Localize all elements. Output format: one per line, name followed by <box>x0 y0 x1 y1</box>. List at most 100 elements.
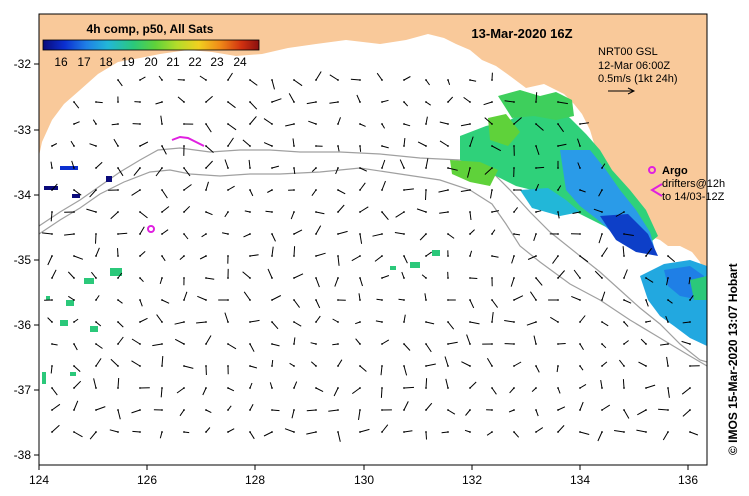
current-vector <box>491 299 499 308</box>
current-vector <box>469 229 475 235</box>
current-vector <box>205 95 213 103</box>
current-vector <box>359 277 363 287</box>
current-vector-origin <box>293 189 295 191</box>
current-vector <box>117 377 120 389</box>
current-vector-origin <box>667 409 669 411</box>
current-vector-origin <box>469 409 471 411</box>
colorbar-tick: 24 <box>233 55 247 69</box>
current-vector <box>557 123 565 133</box>
current-vector <box>337 189 346 195</box>
current-vector <box>199 75 207 81</box>
current-vector-origin <box>249 79 251 81</box>
current-vector <box>161 356 164 367</box>
current-vector-origin <box>161 409 163 411</box>
argo-float-track <box>171 135 205 147</box>
current-vector <box>394 232 405 235</box>
current-vector-origin <box>689 343 691 345</box>
current-vector <box>291 409 295 419</box>
current-vector-origin <box>161 189 163 191</box>
current-scale: 0.5m/s (1kt 24h) <box>598 73 677 85</box>
current-vector-origin <box>359 167 361 169</box>
current-vector <box>484 167 493 175</box>
current-vector <box>110 211 119 220</box>
current-vector-origin <box>271 189 273 191</box>
current-vector-origin <box>425 343 427 345</box>
current-vector-origin <box>535 277 537 279</box>
current-vector <box>306 431 317 435</box>
current-vector-origin <box>249 299 251 301</box>
current-vector <box>249 365 258 369</box>
current-vector-origin <box>425 211 427 213</box>
current-vector <box>461 361 471 367</box>
current-vector-origin <box>359 79 361 81</box>
current-vector-origin <box>205 343 207 345</box>
current-vector <box>293 381 298 389</box>
argo-legend: Argo drifters@12h to 14/03-12Z <box>662 165 725 203</box>
current-vector <box>205 145 214 153</box>
current-vector-origin <box>249 189 251 191</box>
current-vector-origin <box>227 255 229 257</box>
current-vector-origin <box>337 101 339 103</box>
current-vector-origin <box>161 211 163 213</box>
current-vector <box>337 359 343 367</box>
current-vector <box>513 431 520 438</box>
current-vector-origin <box>447 431 449 433</box>
current-vector-origin <box>557 277 559 279</box>
current-vector-origin <box>491 189 493 191</box>
current-vector <box>271 321 279 330</box>
current-vector <box>359 145 362 152</box>
current-vector-origin <box>271 343 273 345</box>
current-vector-origin <box>381 321 383 323</box>
current-vector-origin <box>51 167 53 169</box>
current-vector-origin <box>557 145 559 147</box>
current-vector <box>285 123 295 127</box>
current-vector-origin <box>469 321 471 323</box>
current-vector <box>315 225 322 235</box>
current-vector-origin <box>183 123 185 125</box>
current-vector-origin <box>645 387 647 389</box>
current-vector <box>469 299 475 309</box>
current-vector <box>51 183 58 191</box>
current-vector <box>64 233 75 236</box>
current-vector-origin <box>469 387 471 389</box>
current-vector <box>425 363 436 367</box>
current-vector <box>689 295 694 301</box>
current-vector-origin <box>513 343 515 345</box>
current-vector <box>623 340 629 345</box>
current-vector-origin <box>491 431 493 433</box>
current-vector <box>117 336 124 345</box>
current-vector <box>183 167 191 177</box>
current-vector <box>155 101 163 105</box>
current-vector-origin <box>513 431 515 433</box>
current-vector-origin <box>51 387 53 389</box>
current-vector-origin <box>139 255 141 257</box>
current-vector-origin <box>183 365 185 367</box>
current-source: NRT00 GSL <box>598 46 658 58</box>
current-vector-origin <box>579 409 581 411</box>
current-vector <box>640 338 647 345</box>
current-vector-origin <box>161 101 163 103</box>
current-vector-origin <box>491 299 493 301</box>
current-vector <box>424 293 427 301</box>
current-vector-origin <box>535 343 537 345</box>
current-vector <box>42 232 53 235</box>
isobath-lines <box>38 147 708 367</box>
y-tick-label: -38 <box>14 448 32 462</box>
current-vector-origin <box>293 145 295 147</box>
current-vector <box>156 314 163 323</box>
current-legend: NRT00 GSL 12-Mar 06:00Z 0.5m/s (1kt 24h) <box>598 46 677 95</box>
current-vector-origin <box>315 79 317 81</box>
current-vector-origin <box>491 277 493 279</box>
current-vector <box>425 378 428 389</box>
current-vector <box>337 204 345 213</box>
current-vector <box>416 208 427 213</box>
current-vector-origin <box>535 189 537 191</box>
current-vector-origin <box>315 277 317 279</box>
current-vector-origin <box>645 409 647 411</box>
current-vector-origin <box>491 101 493 103</box>
current-vector <box>249 431 255 440</box>
current-vector <box>263 118 273 125</box>
current-vector <box>290 211 295 220</box>
current-vector-origin <box>513 299 515 301</box>
current-vector <box>95 161 103 169</box>
